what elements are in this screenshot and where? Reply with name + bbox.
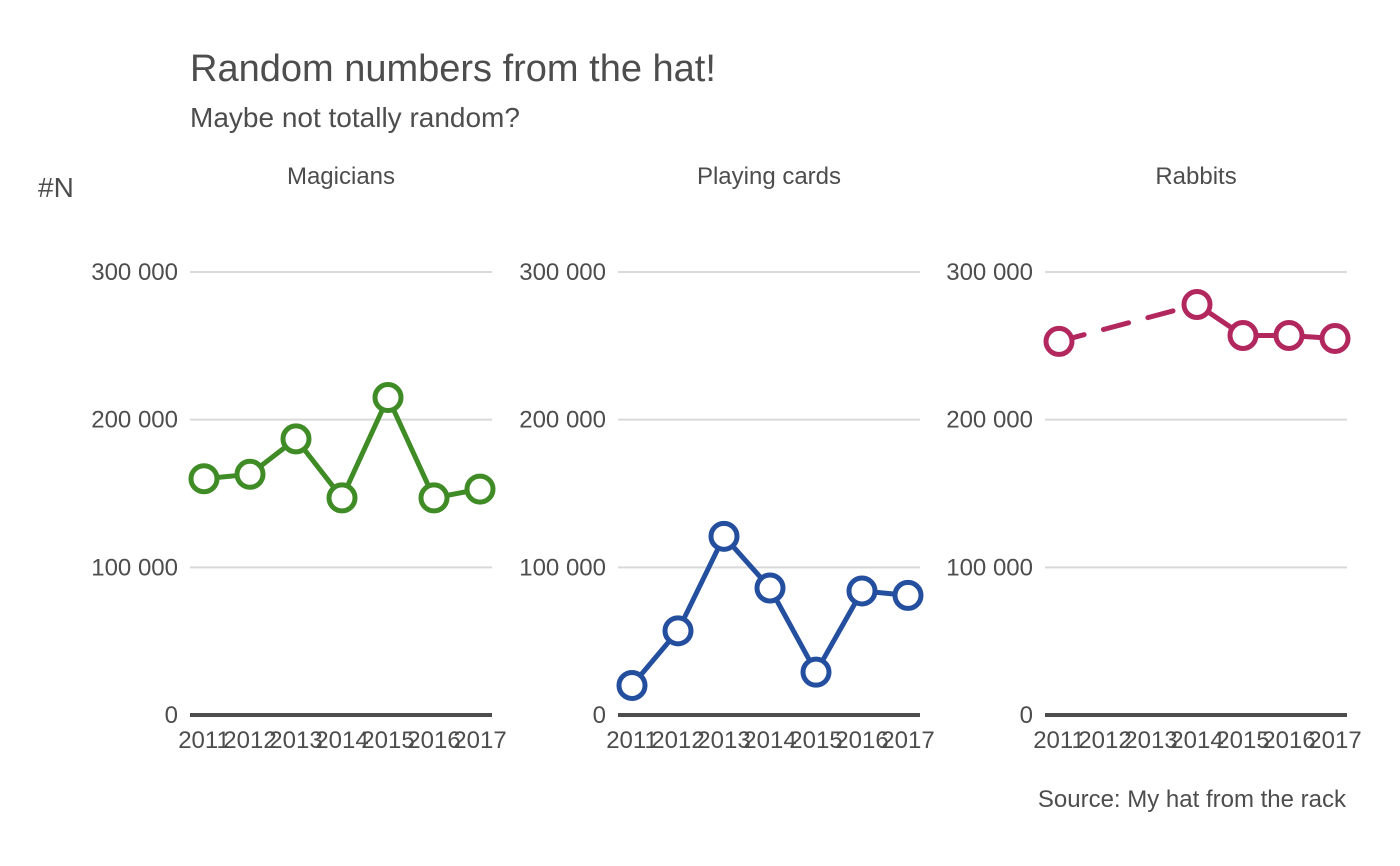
y-tick-label: 200 000 [946,407,1033,434]
x-tick-label: 2016 [407,727,460,754]
x-tick-label: 2014 [1170,727,1223,754]
x-tick-label: 2013 [1124,727,1177,754]
y-tick-label: 200 000 [91,407,178,434]
y-tick-label: 0 [1020,702,1033,729]
x-tick-label: 2014 [743,727,796,754]
x-tick-label: 2011 [606,727,658,754]
series-line-segment [385,395,437,501]
data-point [892,579,924,611]
x-tick-label: 2013 [269,727,322,754]
x-tick-label: 2011 [1033,727,1085,754]
data-point [1227,319,1259,351]
x-tick-label: 2015 [789,727,842,754]
data-point [280,423,312,455]
series-line-segment [1056,301,1200,344]
y-tick-label: 300 000 [519,259,606,286]
x-tick-label: 2017 [1308,727,1361,754]
y-tick-label: 100 000 [91,554,178,581]
data-point [1319,322,1351,354]
chart-title: Random numbers from the hat! [190,48,716,90]
x-tick-label: 2012 [1078,727,1131,754]
x-tick-label: 2017 [453,727,506,754]
x-tick-label: 2015 [1216,727,1269,754]
x-tick-label: 2016 [835,727,888,754]
data-point [372,382,404,414]
series-line-segment [813,588,865,675]
y-tick-label: 0 [593,702,606,729]
x-tick-label: 2015 [361,727,414,754]
series-line-segment [767,585,819,675]
y-tick-label: 100 000 [519,554,606,581]
x-tick-label: 2016 [1262,727,1315,754]
y-axis-label: #N [38,172,74,203]
data-point [1181,288,1213,320]
x-tick-label: 2012 [651,727,704,754]
panel-title: Magicians [287,163,395,190]
data-point [326,482,358,514]
data-point [234,458,266,490]
x-tick-label: 2013 [697,727,750,754]
x-tick-label: 2011 [178,727,230,754]
y-tick-label: 300 000 [91,259,178,286]
source-caption: Source: My hat from the rack [1037,786,1346,813]
data-point [800,656,832,688]
data-point [708,520,740,552]
chart-subtitle: Maybe not totally random? [190,102,520,133]
panel-title: Playing cards [697,163,841,190]
y-tick-label: 0 [165,702,178,729]
data-point [754,572,786,604]
data-point [188,463,220,495]
data-point [846,575,878,607]
data-point [616,669,648,701]
x-tick-label: 2012 [223,727,276,754]
data-point [464,473,496,505]
panel-title: Rabbits [1155,163,1236,190]
x-tick-label: 2014 [315,727,368,754]
data-point [1273,319,1305,351]
data-point [662,615,694,647]
data-point [418,482,450,514]
y-tick-label: 100 000 [946,554,1033,581]
y-tick-label: 200 000 [519,407,606,434]
series-line-segment [675,533,727,634]
data-point [1043,325,1075,357]
x-tick-label: 2017 [881,727,934,754]
y-tick-label: 300 000 [946,259,1033,286]
series-line-segment [339,395,391,501]
